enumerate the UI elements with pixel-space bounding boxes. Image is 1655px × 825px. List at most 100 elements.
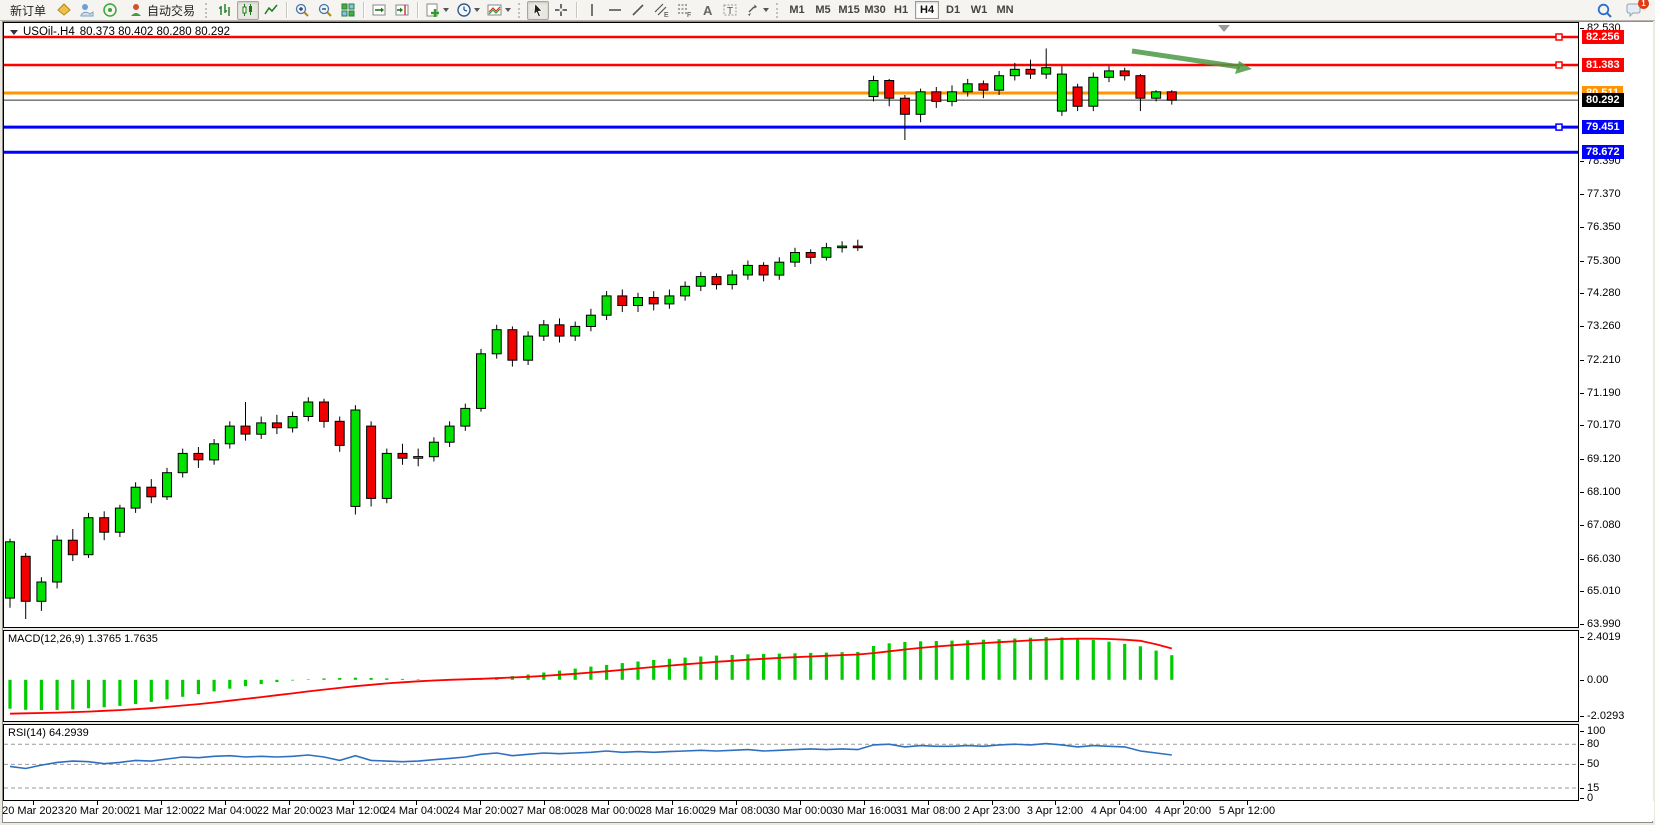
period-clock-button[interactable] [453,1,483,20]
axis-tick [1580,459,1584,460]
price-tick-label: 66.030 [1587,553,1621,565]
price-tick-label: 76.350 [1587,221,1621,233]
date-tick [416,801,417,805]
price-tick-label: 71.190 [1587,387,1621,399]
auto-trading-button[interactable]: 自动交易 [122,1,201,20]
axis-tick [1580,326,1584,327]
date-tick [864,801,865,805]
gold-badge-icon[interactable] [53,1,75,20]
tf-button-m1[interactable]: M1 [789,4,805,16]
axis-tick [1580,559,1584,560]
tf-button-mn[interactable]: MN [996,4,1014,16]
text-label-button[interactable]: T [719,1,741,20]
cursor-button[interactable] [527,0,550,20]
toolbar-grip [205,2,210,18]
price-tick-label: 74.280 [1587,287,1621,299]
search-icon[interactable] [1593,1,1616,20]
date-tick [33,801,34,805]
text-tool-button[interactable]: A [696,1,718,20]
price-tick-label: 63.990 [1587,618,1621,630]
date-label: 30 Mar 16:00 [831,805,897,817]
date-tick [1119,801,1120,805]
price-axis[interactable]: 82.530 78.390 77.370 76.350 75.300 74.280 73.2… [1580,22,1653,804]
date-label: 21 Mar 12:00 [128,805,194,817]
axis-tick [1580,393,1584,394]
auto-scroll-button[interactable] [368,1,390,20]
date-tick [992,801,993,805]
date-axis[interactable]: 20 Mar 2023 20 Mar 20:00 21 Mar 12:00 22 Ma… [2,801,1654,821]
equidistant-channel-button[interactable]: E [650,1,672,20]
rsi-label: RSI(14) 64.2939 [8,727,89,739]
candlestick-chart[interactable] [4,23,1578,627]
date-tick [161,801,162,805]
tf-button-w1[interactable]: W1 [970,4,988,16]
price-tag: 78.672 [1582,145,1624,159]
svg-text:F: F [687,12,691,18]
svg-text:T: T [727,6,733,17]
date-label: 23 Mar 12:00 [320,805,386,817]
macd-chart [8,637,1174,715]
fibonacci-button[interactable]: F [673,1,695,20]
rsi-chart [4,742,1578,789]
timeframe-toolbar: M1 M5 M15 M30 H1 H4 D1 W1 MN [785,1,1017,19]
date-label: 28 Mar 00:00 [575,805,641,817]
zoom-out-button[interactable] [314,1,336,20]
indicators-button[interactable] [484,1,514,20]
price-tick-label: 72.210 [1587,354,1621,366]
macd-panel[interactable]: MACD(12,26,9) 1.3765 1.7635 [3,630,1579,722]
tf-button-m15[interactable]: M15 [838,4,860,16]
tf-button-m30[interactable]: M30 [864,4,886,16]
date-tick [353,801,354,805]
tile-windows-button[interactable] [337,1,359,20]
panel-splitter[interactable] [3,628,1654,630]
date-tick [1055,801,1056,805]
axis-tick [1580,744,1584,745]
notification-badge: 1 [1638,0,1649,9]
svg-text:E: E [664,12,669,18]
trendline-button[interactable] [627,1,649,20]
main-chart-panel[interactable]: USOil-.H4 80.373 80.402 80.280 80.292 [3,22,1579,628]
signals-icon[interactable] [99,1,121,20]
date-tick [97,801,98,805]
svg-text:A: A [703,3,713,18]
axis-tick [1580,798,1584,799]
bar-chart-button[interactable] [214,1,236,20]
price-tick-label: 73.260 [1587,320,1621,332]
panel-splitter[interactable] [3,722,1654,724]
arrows-tool-button[interactable] [742,1,772,20]
tf-button-d1[interactable]: D1 [946,4,961,16]
metaeditor-icon[interactable] [76,1,98,20]
candlestick-chart-button[interactable] [237,0,260,20]
one-click-trading-arrow-icon[interactable] [10,29,18,35]
horizontal-line-button[interactable] [604,1,626,20]
date-tick [1247,801,1248,805]
symbol-period-label: USOil-.H4 [23,26,75,38]
tf-button-m5[interactable]: M5 [815,4,831,16]
date-tick [225,801,226,805]
notifications-button[interactable]: 1 [1622,0,1649,20]
date-tick [608,801,609,805]
zoom-in-button[interactable] [291,1,313,20]
axis-tick [1580,161,1584,162]
axis-tick [1580,227,1584,228]
date-tick [480,801,481,805]
axis-tick [1580,28,1584,29]
line-chart-button[interactable] [260,1,282,20]
axis-tick [1580,731,1584,732]
date-label: 3 Apr 12:00 [1026,805,1084,817]
tf-button-h4[interactable]: H4 [915,1,940,19]
axis-tick [1580,492,1584,493]
new-chart-button[interactable] [422,1,452,20]
rsi-panel[interactable]: RSI(14) 64.2939 [3,724,1579,801]
crosshair-button[interactable] [550,1,572,20]
dropdown-caret-icon [763,8,770,12]
date-tick [928,801,929,805]
vertical-line-button[interactable] [581,1,603,20]
new-order-button[interactable]: 新订单 [10,3,47,18]
tf-button-h1[interactable]: H1 [894,4,909,16]
dropdown-caret-icon [505,8,512,12]
date-tick [1183,801,1184,805]
toolbar-separator [576,2,578,18]
chart-shift-button[interactable] [391,1,413,20]
